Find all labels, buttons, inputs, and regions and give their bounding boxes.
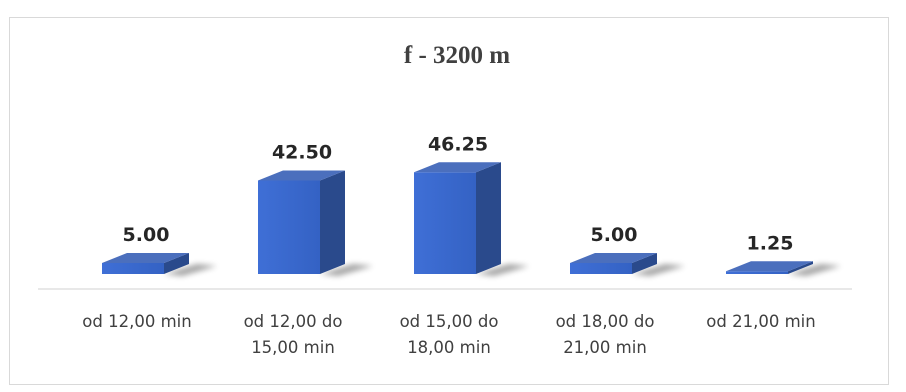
data-label: 46.25 (428, 133, 488, 155)
bar-shadow (632, 264, 685, 276)
data-label: 42.50 (272, 142, 332, 164)
category-label: 21,00 min (563, 338, 647, 357)
bar-front (726, 271, 788, 274)
data-label: 5.00 (591, 224, 638, 246)
bar-shadow (788, 264, 841, 276)
bar-side (632, 253, 657, 274)
bar-side (320, 170, 345, 274)
bar-top (570, 253, 657, 263)
bar-top (258, 170, 345, 181)
bar-top (414, 162, 501, 173)
bar-front (102, 263, 164, 274)
bar-top (102, 253, 189, 263)
category-label: od 12,00 do (244, 312, 343, 331)
bar-shadow (476, 264, 529, 276)
category-label: od 18,00 do (556, 312, 655, 331)
bar-shadow (320, 264, 373, 276)
data-label: 5.00 (123, 224, 170, 246)
bar-front (570, 263, 632, 274)
bar-shadow (164, 264, 217, 276)
chart-title: f - 3200 m (404, 42, 510, 69)
bar-top (726, 261, 813, 272)
data-label: 1.25 (747, 232, 794, 254)
category-label: 15,00 min (251, 338, 335, 357)
bar-side (788, 261, 813, 274)
bar-side (476, 162, 501, 274)
category-label: od 12,00 min (82, 312, 191, 331)
category-label: 18,00 min (407, 338, 491, 357)
category-label: od 15,00 do (400, 312, 499, 331)
bar-front (414, 172, 476, 274)
bar-front (258, 180, 320, 274)
category-label: od 21,00 min (706, 312, 815, 331)
bar-side (164, 253, 189, 274)
